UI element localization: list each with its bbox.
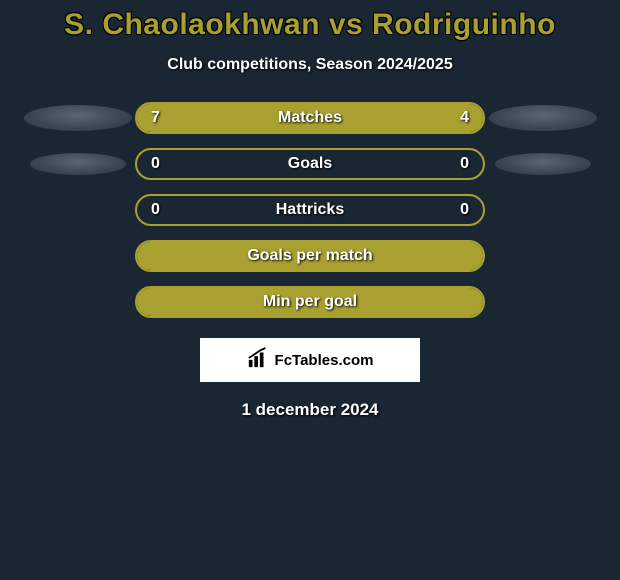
- deco-right: [485, 241, 600, 271]
- stat-bar: 00Hattricks: [135, 194, 485, 226]
- page-title: S. Chaolaokhwan vs Rodriguinho: [0, 8, 620, 42]
- stat-bar: Goals per match: [135, 240, 485, 272]
- deco-right: [485, 149, 600, 179]
- stat-label: Hattricks: [137, 201, 483, 219]
- stat-label: Min per goal: [137, 293, 483, 311]
- stat-label: Goals per match: [137, 247, 483, 265]
- stat-bar: 74Matches: [135, 102, 485, 134]
- deco-left: [20, 287, 135, 317]
- brand-box: FcTables.com: [200, 338, 420, 382]
- ellipse-icon: [495, 153, 591, 175]
- bar-chart-icon: [247, 347, 269, 374]
- stat-rows: 74Matches 00Goals 00Hattricks Goals per mat…: [0, 102, 620, 318]
- brand-text: FcTables.com: [275, 352, 374, 369]
- stat-label: Goals: [137, 155, 483, 173]
- deco-right: [485, 287, 600, 317]
- deco-left: [20, 149, 135, 179]
- ellipse-icon: [489, 105, 597, 131]
- container: S. Chaolaokhwan vs Rodriguinho Club comp…: [0, 0, 620, 420]
- deco-left: [20, 241, 135, 271]
- subtitle: Club competitions, Season 2024/2025: [0, 56, 620, 74]
- ellipse-icon: [24, 105, 132, 131]
- stat-row: 00Hattricks: [0, 194, 620, 226]
- deco-left: [20, 103, 135, 133]
- deco-right: [485, 103, 600, 133]
- stat-row: 00Goals: [0, 148, 620, 180]
- stat-bar: Min per goal: [135, 286, 485, 318]
- stat-row: 74Matches: [0, 102, 620, 134]
- ellipse-icon: [30, 153, 126, 175]
- stat-row: Goals per match: [0, 240, 620, 272]
- deco-right: [485, 195, 600, 225]
- stat-bar: 00Goals: [135, 148, 485, 180]
- stat-row: Min per goal: [0, 286, 620, 318]
- date-line: 1 december 2024: [0, 400, 620, 420]
- deco-left: [20, 195, 135, 225]
- stat-label: Matches: [137, 109, 483, 127]
